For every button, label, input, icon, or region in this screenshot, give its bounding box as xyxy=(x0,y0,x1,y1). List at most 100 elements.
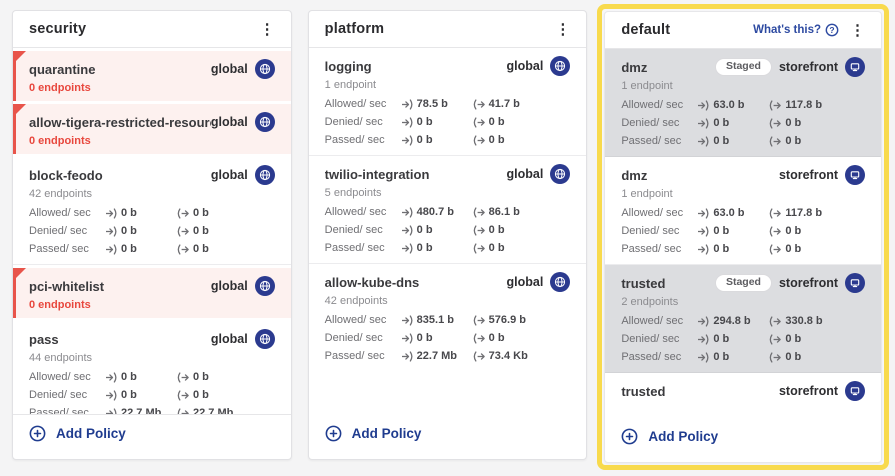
metric-label: Denied/ sec xyxy=(324,224,383,236)
egress-icon xyxy=(769,333,782,345)
egress-value: 0 b xyxy=(193,225,209,237)
metric-label: Allowed/ sec xyxy=(324,314,387,326)
policy-card[interactable]: pci-whitelist global 0 endpoints xyxy=(13,268,291,318)
kebab-menu-icon[interactable]: ⋮ xyxy=(259,20,275,38)
egress-icon xyxy=(177,243,189,255)
ingress-value: 22.7 Mb xyxy=(121,407,162,414)
metric-row-denied: Denied/ sec 0 b 0 b xyxy=(325,113,571,131)
ingress-value: 22.7 Mb xyxy=(416,350,458,362)
plus-circle-icon xyxy=(325,425,342,442)
egress-value: 73.4 Kb xyxy=(488,350,528,362)
metric-row-passed: Passed/ sec 22.7 Mb 73.4 Kb xyxy=(325,347,571,365)
ingress-icon xyxy=(105,243,117,255)
egress-icon xyxy=(769,315,782,327)
policy-card[interactable]: dmz Staged storefront 1 endpoint Allowed… xyxy=(605,49,882,157)
ingress-icon xyxy=(401,314,413,326)
policy-name: dmz xyxy=(621,59,648,75)
metric-row-denied: Denied/ sec 0 b 0 b xyxy=(621,330,865,348)
ingress-icon xyxy=(401,350,413,362)
egress-icon xyxy=(769,243,782,255)
global-scope-icon xyxy=(550,164,571,184)
policy-name: pass xyxy=(29,331,59,347)
namespace-scope-icon xyxy=(845,57,866,77)
traffic-metrics: Allowed/ sec 0 b 0 b Denied/ sec 0 b 0 b… xyxy=(29,204,275,258)
policy-card[interactable]: quarantine global 0 endpoints xyxy=(13,51,291,101)
policy-name: quarantine xyxy=(29,61,96,77)
ingress-icon xyxy=(697,333,709,345)
endpoint-count: 42 endpoints xyxy=(324,295,388,307)
ingress-icon xyxy=(105,207,117,219)
metric-label: Allowed/ sec xyxy=(324,206,387,218)
egress-icon xyxy=(177,407,189,414)
ingress-icon xyxy=(697,207,709,219)
metric-row-passed: Passed/ sec 0 b 0 b xyxy=(325,239,571,257)
tier-footer: Add Policy xyxy=(605,418,881,462)
tier-header: security ⋮ xyxy=(13,11,291,48)
add-policy-button[interactable]: Add Policy xyxy=(29,425,126,442)
egress-value: 576.9 b xyxy=(488,314,526,326)
policy-name: block-feodo xyxy=(29,167,103,183)
tier-footer: Add Policy xyxy=(13,414,291,459)
metric-label: Denied/ sec xyxy=(621,333,680,345)
policy-name: pci-whitelist xyxy=(29,278,105,294)
egress-icon xyxy=(769,117,782,129)
policy-scope: global xyxy=(506,59,544,73)
egress-value: 0 b xyxy=(785,243,802,255)
staged-badge: Staged xyxy=(714,58,772,76)
egress-icon xyxy=(769,135,782,147)
staged-badge: Staged xyxy=(714,274,772,292)
add-policy-button[interactable]: Add Policy xyxy=(325,425,421,442)
ingress-value: 0 b xyxy=(713,243,730,255)
kebab-menu-icon[interactable]: ⋮ xyxy=(850,21,866,39)
traffic-metrics: Allowed/ sec 63.0 b 117.8 b Denied/ sec … xyxy=(621,96,865,150)
endpoint-count: 0 endpoints xyxy=(29,82,91,94)
whats-this-link[interactable]: What's this? xyxy=(753,23,839,37)
add-policy-label: Add Policy xyxy=(648,429,719,444)
egress-value: 0 b xyxy=(785,351,802,363)
egress-value: 0 b xyxy=(193,243,209,255)
policy-name: twilio-integration xyxy=(324,166,430,182)
ingress-value: 0 b xyxy=(713,333,730,345)
ingress-icon xyxy=(697,351,709,363)
tier-card-list: quarantine global 0 endpoints allow-tige… xyxy=(13,48,291,414)
policy-card[interactable]: trusted storefront xyxy=(605,373,882,411)
policy-card[interactable]: allow-kube-dns global 42 endpoints Allow… xyxy=(308,264,587,371)
egress-value: 86.1 b xyxy=(488,206,520,218)
ingress-value: 0 b xyxy=(121,243,137,255)
policy-card[interactable]: trusted Staged storefront 2 endpoints Al… xyxy=(605,265,882,373)
tier-column-security: security ⋮ quarantine global 0 endpoints… xyxy=(12,10,292,460)
metric-row-allowed: Allowed/ sec 835.1 b 576.9 b xyxy=(325,311,571,329)
metric-label: Allowed/ sec xyxy=(621,99,684,111)
add-policy-button[interactable]: Add Policy xyxy=(621,428,718,445)
traffic-metrics: Allowed/ sec 78.5 b 41.7 b Denied/ sec 0… xyxy=(325,95,571,149)
policy-card[interactable]: allow-tigera-restricted-resources global… xyxy=(13,104,291,154)
policy-card[interactable]: dmz storefront 1 endpoint Allowed/ sec 6… xyxy=(605,157,882,265)
egress-icon xyxy=(769,351,782,363)
policy-card[interactable]: pass global 44 endpoints Allowed/ sec 0 … xyxy=(13,321,291,414)
policy-card[interactable]: logging global 1 endpoint Allowed/ sec 7… xyxy=(308,48,587,156)
global-scope-icon xyxy=(550,272,571,292)
policy-name: trusted xyxy=(621,383,666,399)
egress-icon xyxy=(473,332,485,344)
policy-name: trusted xyxy=(621,275,666,291)
ingress-value: 0 b xyxy=(121,371,137,383)
ingress-icon xyxy=(105,371,117,383)
egress-value: 0 b xyxy=(785,225,802,237)
ingress-value: 0 b xyxy=(416,242,433,254)
policy-name: logging xyxy=(324,58,372,74)
tier-card-list: logging global 1 endpoint Allowed/ sec 7… xyxy=(308,48,587,415)
egress-value: 0 b xyxy=(785,135,802,147)
policy-card[interactable]: block-feodo global 42 endpoints Allowed/… xyxy=(13,157,291,265)
endpoint-count: 1 endpoint xyxy=(621,188,673,200)
global-scope-icon xyxy=(254,59,275,79)
metric-row-allowed: Allowed/ sec 480.7 b 86.1 b xyxy=(325,203,571,221)
kebab-menu-icon[interactable]: ⋮ xyxy=(555,20,571,38)
egress-value: 0 b xyxy=(193,371,209,383)
ingress-icon xyxy=(401,242,413,254)
metric-label: Passed/ sec xyxy=(324,242,385,254)
policy-card[interactable]: twilio-integration global 5 endpoints Al… xyxy=(308,156,587,264)
ingress-value: 0 b xyxy=(713,351,730,363)
tier-footer: Add Policy xyxy=(309,415,587,459)
ingress-icon xyxy=(401,332,413,344)
